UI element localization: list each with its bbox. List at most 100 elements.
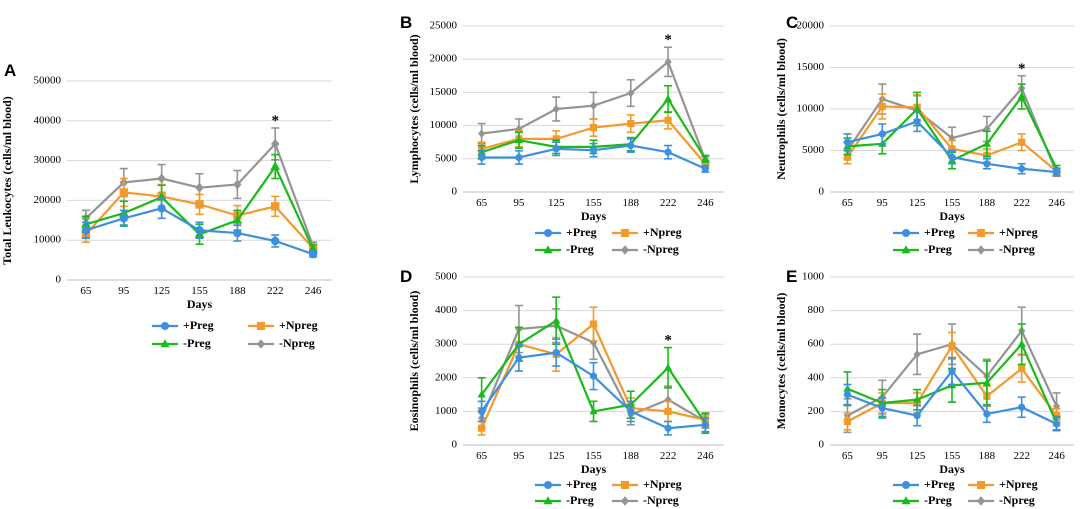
data-point [701, 160, 709, 168]
data-point [271, 202, 280, 211]
legend-item-posneg-npreg: +Npreg [612, 477, 682, 491]
y-tick-label: 0 [819, 186, 825, 198]
y-tick-label: 5000 [435, 152, 458, 164]
y-tick-label: 5000 [435, 271, 458, 283]
x-tick-label: 222 [1013, 197, 1030, 209]
legend-item-posneg-preg: +Preg [893, 477, 955, 491]
series-posneg-preg [843, 356, 1061, 432]
y-tick-label: 400 [808, 371, 825, 383]
data-point [232, 215, 243, 224]
chart-panel-b: B 0 5000 10000 15000 20000 25000 65 95 125 155 188 2… [400, 13, 724, 256]
series-posneg-preg [477, 138, 710, 173]
data-point [308, 249, 318, 259]
data-point [843, 391, 852, 399]
legend-label: +Preg [183, 318, 214, 332]
data-point [913, 412, 921, 420]
data-point [552, 104, 560, 114]
data-point [195, 200, 204, 209]
x-tick-label: 125 [548, 450, 565, 462]
data-point [477, 390, 486, 398]
legend-label: +Npreg [643, 477, 682, 491]
legend-item-neg-preg: -Preg [152, 336, 211, 350]
x-tick-label: 222 [267, 285, 284, 297]
data-point [1017, 92, 1026, 100]
data-point [1052, 420, 1061, 428]
y-axis-title: Lymphocytes (cells/ml blood) [407, 34, 421, 183]
y-tick-label: 0 [819, 439, 825, 451]
x-tick-label: 188 [979, 197, 996, 209]
y-tick-label: 20000 [430, 53, 458, 65]
legend-marker [621, 229, 629, 237]
legend-item-posneg-npreg: +Npreg [968, 477, 1038, 491]
data-point [308, 243, 318, 253]
data-point [948, 342, 956, 350]
legend-label: -Preg [566, 493, 594, 507]
x-tick-label: 155 [585, 450, 602, 462]
legend-item-neg-preg: -Preg [535, 493, 594, 507]
legend-marker [543, 245, 553, 254]
series-posneg-preg [843, 110, 1061, 177]
y-tick-label: 20000 [797, 20, 825, 32]
x-tick-label: 155 [191, 285, 208, 297]
panel-letter-d: D [400, 267, 412, 286]
y-tick-label: 50000 [34, 75, 62, 87]
data-point [664, 57, 672, 67]
y-tick-label: 1000 [435, 405, 458, 417]
data-point [627, 407, 635, 415]
data-point [948, 153, 956, 161]
data-point [913, 104, 922, 112]
legend-marker [977, 481, 985, 489]
legend-marker [161, 322, 169, 330]
chart-panel-d: D 0 1000 2000 3000 4000 5000 65 95 125 155 188 222 24… [400, 267, 724, 507]
legend-item-neg-npreg: -Npreg [612, 242, 679, 256]
legend-marker [257, 339, 265, 349]
y-tick-label: 0 [452, 186, 458, 198]
legend-label: +Npreg [279, 318, 318, 332]
data-point [701, 165, 709, 173]
y-tick-label: 10000 [797, 103, 825, 115]
x-axis-title: Days [939, 209, 965, 223]
data-point [627, 88, 635, 98]
legend-marker [543, 496, 553, 505]
data-point [589, 407, 598, 415]
data-point [233, 228, 242, 238]
data-point [1052, 412, 1061, 420]
x-tick-label: 65 [476, 450, 488, 462]
x-tick-label: 125 [548, 197, 565, 209]
data-point [195, 226, 204, 235]
y-tick-label: 30000 [34, 154, 62, 166]
y-axis-title: Neutrophils (cells/ml blood) [774, 38, 788, 180]
data-point [195, 182, 204, 193]
legend-label: +Preg [924, 225, 955, 239]
y-tick-label: 25000 [430, 20, 458, 32]
x-tick-label: 155 [944, 450, 961, 462]
y-tick-label: 1000 [802, 271, 825, 283]
x-tick-label: 95 [513, 450, 525, 462]
legend-marker [902, 481, 910, 489]
x-tick-label: 222 [1013, 450, 1030, 462]
legend-marker [977, 496, 985, 506]
x-tick-label: 125 [909, 197, 926, 209]
data-point [664, 407, 672, 415]
data-point [270, 161, 281, 170]
data-point [478, 424, 486, 432]
legend-marker [544, 229, 552, 237]
legend-item-posneg-npreg: +Npreg [968, 225, 1038, 239]
legend-item-posneg-preg: +Preg [152, 318, 214, 332]
legend-label: -Npreg [643, 242, 679, 256]
data-point [1052, 168, 1061, 176]
x-tick-label: 188 [979, 450, 996, 462]
data-point [701, 421, 709, 429]
data-point [701, 154, 710, 162]
y-tick-label: 40000 [34, 114, 62, 126]
legend-item-posneg-preg: +Preg [535, 477, 597, 491]
legend-label: +Npreg [999, 477, 1038, 491]
y-tick-label: 800 [808, 304, 825, 316]
data-point [1017, 339, 1026, 348]
x-tick-label: 65 [476, 197, 488, 209]
significance-asterisk: * [1018, 61, 1026, 77]
legend-marker [544, 481, 552, 489]
legend-item-neg-npreg: -Npreg [612, 493, 679, 507]
legend-item-neg-npreg: -Npreg [248, 336, 315, 350]
y-axis-title: Monocytes (cells/ml blood) [774, 293, 788, 430]
